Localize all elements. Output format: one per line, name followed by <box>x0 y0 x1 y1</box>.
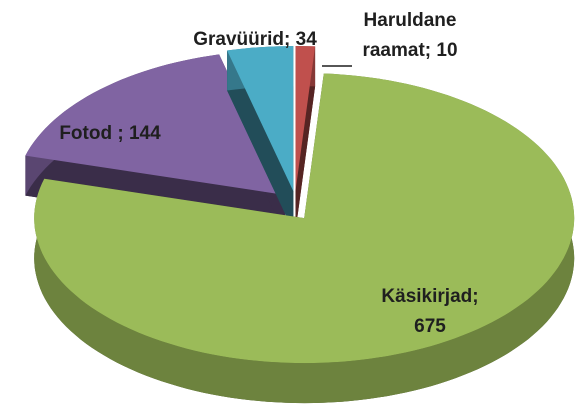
data-label: Haruldane raamat; 10 <box>362 10 457 61</box>
data-label: Käsikirjad; 675 <box>381 286 478 337</box>
slice-wall <box>295 46 316 232</box>
pie <box>25 46 575 404</box>
slice <box>295 46 316 191</box>
slice <box>25 54 286 196</box>
data-label: Fotod ; 144 <box>59 123 161 144</box>
data-labels: Haruldane raamat; 10 Käsikirjad; 675 Fotod ;… <box>59 10 478 337</box>
slice <box>227 46 294 192</box>
slice-wall <box>227 50 294 232</box>
slice <box>34 73 575 364</box>
data-label: Gravüürid; 34 <box>193 29 317 50</box>
